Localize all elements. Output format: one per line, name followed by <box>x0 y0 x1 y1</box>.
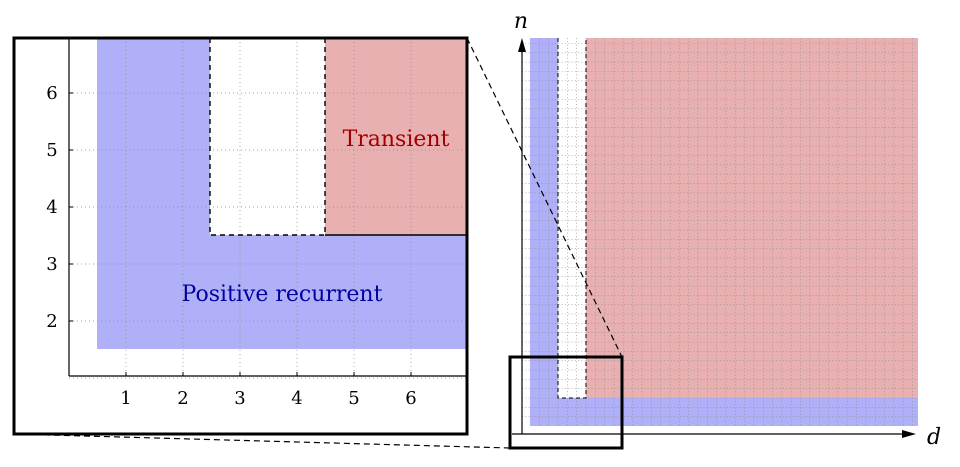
zoom-connector-top <box>466 37 623 358</box>
full-unshaded-strip <box>558 38 586 398</box>
zoom-strip-boundary <box>209 38 326 236</box>
y-axis-label: n <box>514 9 528 34</box>
full-x-axis-arrowhead <box>902 430 916 438</box>
x-tick-label: 3 <box>234 388 245 409</box>
zoom-region-box <box>508 355 624 450</box>
zoom-unshaded-strip <box>210 38 325 235</box>
positive-recurrent-label: Positive recurrent <box>182 282 383 307</box>
zoom-panel: 1 2 3 4 5 6 2 3 4 5 6 Transient Positive recurrent <box>12 36 469 436</box>
zoom-connector-bottom <box>13 433 511 449</box>
x-tick-label: 4 <box>291 388 302 409</box>
full-grid <box>522 38 918 426</box>
zoom-frame <box>12 36 469 436</box>
y-tick-label: 2 <box>46 311 57 332</box>
y-tick-label: 3 <box>46 254 57 275</box>
full-panel: n d <box>508 9 941 450</box>
full-transient-region <box>586 38 918 398</box>
zoom-grid <box>69 38 467 379</box>
transient-label: Transient <box>343 127 450 152</box>
full-y-axis-arrowhead <box>518 38 526 52</box>
x-tick-label: 5 <box>348 388 359 409</box>
zoom-transient-region <box>325 38 467 235</box>
zoom-ticks: 1 2 3 4 5 6 2 3 4 5 6 <box>46 83 416 409</box>
x-tick-label: 6 <box>405 388 416 409</box>
full-strip-boundary <box>557 38 587 399</box>
x-axis-label: d <box>927 425 941 450</box>
y-tick-label: 4 <box>46 197 57 218</box>
x-tick-label: 2 <box>177 388 188 409</box>
y-tick-label: 5 <box>46 140 57 161</box>
y-tick-label: 6 <box>46 83 57 104</box>
x-tick-label: 1 <box>120 388 131 409</box>
